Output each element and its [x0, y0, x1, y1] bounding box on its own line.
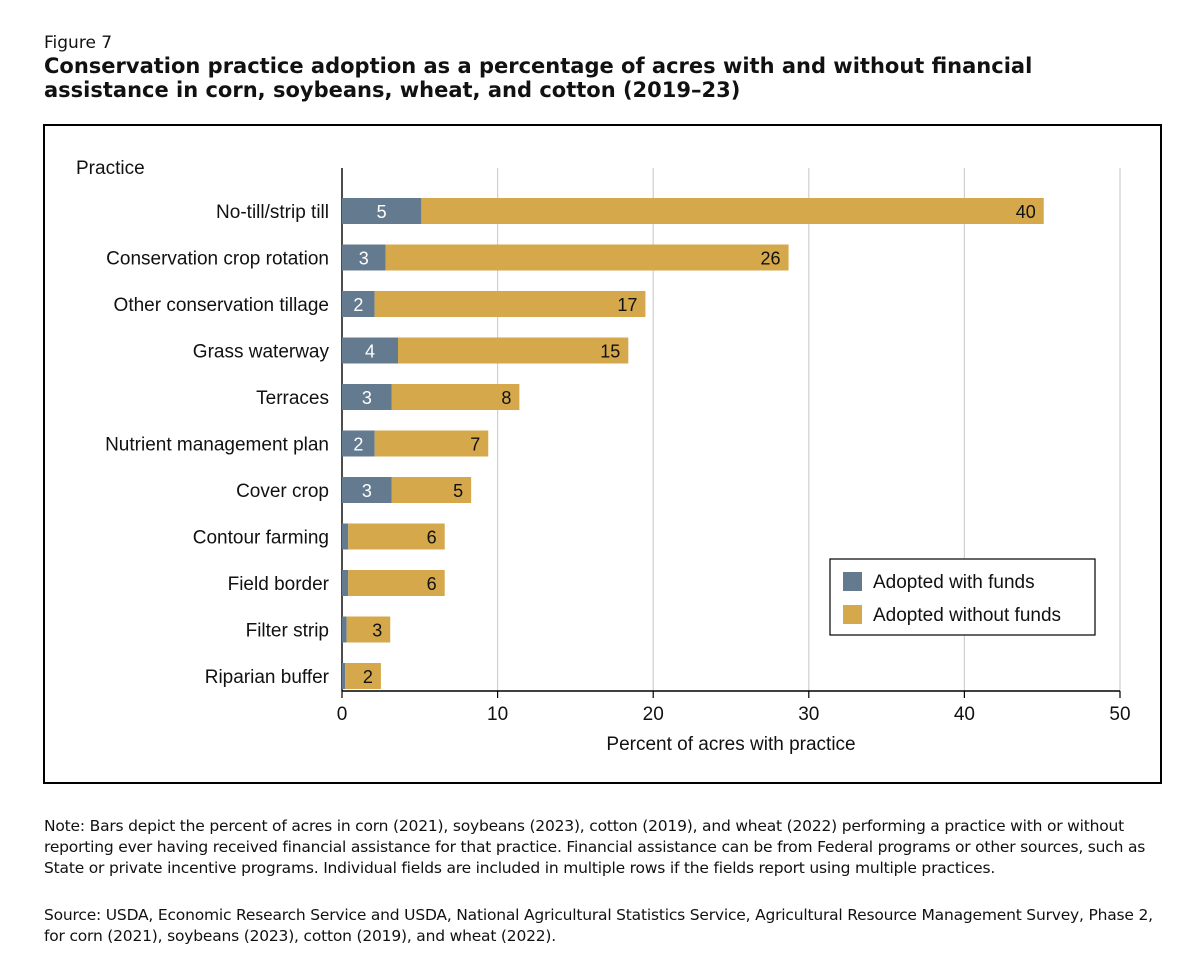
data-label-with-funds: 2 — [353, 295, 363, 315]
legend-box — [829, 558, 1096, 636]
x-tick-label: 30 — [798, 704, 819, 725]
chart-title: Conservation practice adoption as a perc… — [44, 54, 1033, 102]
category-label: No-till/strip till — [216, 202, 329, 223]
category-label: Riparian buffer — [205, 667, 330, 688]
legend-swatch — [843, 605, 862, 624]
legend: Adopted with funds Adopted without funds — [829, 558, 1096, 636]
data-label-with-funds: 5 — [377, 202, 387, 222]
legend-swatch — [843, 572, 862, 591]
category-label: Cover crop — [236, 481, 329, 502]
x-tick-label: 0 — [337, 704, 348, 725]
bar-with-funds — [342, 244, 386, 271]
bar-with-funds — [342, 663, 346, 689]
x-tick-label: 10 — [487, 704, 508, 725]
category-label: Conservation crop rotation — [106, 249, 329, 270]
data-label-without-funds: 6 — [427, 528, 437, 548]
bar-with-funds — [342, 384, 392, 410]
data-label-without-funds: 26 — [761, 249, 781, 269]
bar-chart: 0 10 20 30 40 50 Practice Percent of acres with… — [76, 158, 1131, 755]
data-label-without-funds: 7 — [470, 435, 480, 455]
category-label: Grass waterway — [193, 342, 330, 363]
bar-without-funds — [348, 523, 445, 550]
data-label-without-funds: 6 — [427, 574, 437, 594]
bar-without-funds — [348, 570, 445, 596]
bar-with-funds — [342, 291, 375, 317]
bar-with-funds — [342, 430, 375, 457]
bar-with-funds — [342, 523, 349, 550]
category-label: Terraces — [256, 388, 329, 409]
data-label-without-funds: 15 — [600, 342, 620, 362]
data-label-without-funds: 2 — [363, 667, 373, 687]
category-label: Filter strip — [246, 621, 329, 642]
data-label-without-funds: 5 — [453, 481, 463, 501]
figure-label: Figure 7 — [44, 33, 113, 53]
data-label-without-funds: 3 — [372, 621, 382, 641]
bar-with-funds — [342, 477, 392, 503]
x-tick-label: 40 — [954, 704, 975, 725]
data-label-with-funds: 2 — [353, 435, 363, 455]
bar-without-funds — [346, 616, 391, 643]
x-axis-title: Percent of acres with practice — [606, 734, 855, 755]
category-label: Nutrient management plan — [105, 435, 329, 456]
bar-without-funds — [385, 244, 789, 271]
legend-label: Adopted without funds — [873, 605, 1061, 626]
bar-with-funds — [342, 337, 399, 364]
x-tick-label: 20 — [643, 704, 664, 725]
data-label-with-funds: 3 — [362, 388, 372, 408]
bar-with-funds — [342, 198, 422, 224]
category-label: Contour farming — [193, 528, 329, 549]
bar-without-funds — [391, 384, 520, 410]
bar-with-funds — [342, 616, 347, 643]
data-label-without-funds: 8 — [501, 388, 511, 408]
data-label-with-funds: 4 — [365, 342, 375, 362]
y-axis-title: Practice — [76, 158, 145, 179]
bar-without-funds — [374, 291, 646, 317]
bar-without-funds — [391, 477, 472, 503]
data-label-without-funds: 40 — [1016, 202, 1036, 222]
bar-without-funds — [345, 663, 381, 689]
data-label-without-funds: 17 — [617, 295, 637, 315]
chart-note: Note: Bars depict the percent of acres i… — [44, 817, 1146, 877]
bar-without-funds — [374, 430, 489, 457]
data-label-with-funds: 3 — [362, 481, 372, 501]
bar-without-funds — [421, 198, 1044, 224]
bars — [342, 198, 1044, 689]
data-label-with-funds: 3 — [359, 249, 369, 269]
category-label: Other conservation tillage — [114, 295, 329, 316]
legend-label: Adopted with funds — [873, 572, 1035, 593]
x-tick-label: 50 — [1109, 704, 1130, 725]
bar-without-funds — [398, 337, 629, 364]
category-label: Field border — [228, 574, 330, 595]
labels: 0 10 20 30 40 50 Practice Percent of acres with… — [76, 158, 1131, 755]
chart-source: Source: USDA, Economic Research Service … — [44, 906, 1153, 945]
chart-frame: 0 10 20 30 40 50 Practice Percent of acres with… — [43, 124, 1162, 784]
bar-with-funds — [342, 570, 349, 596]
